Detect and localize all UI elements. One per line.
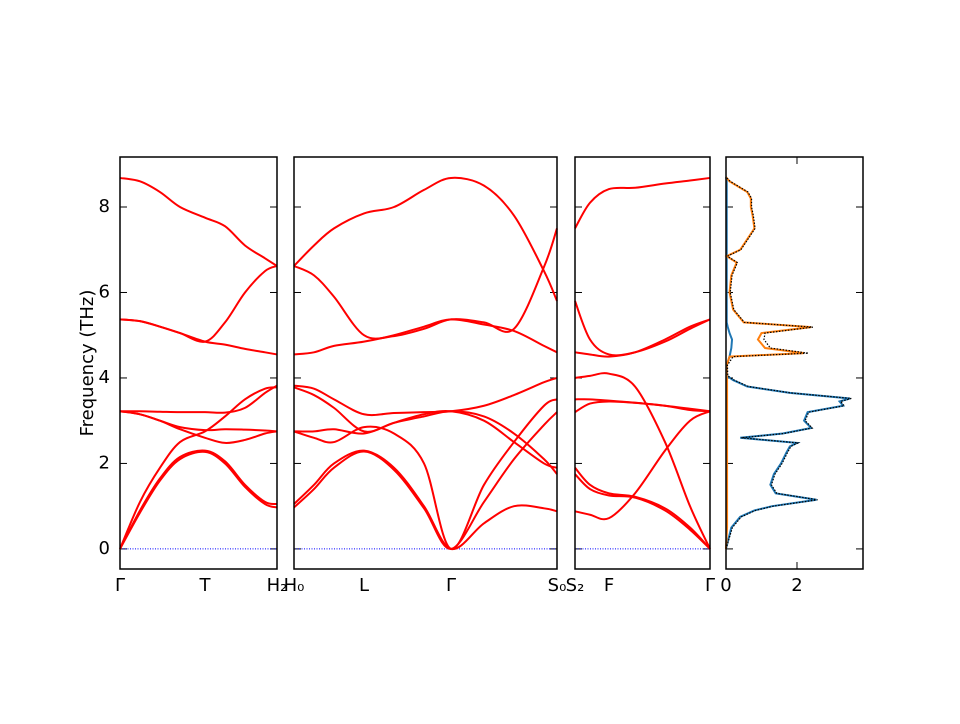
axes-frame: [119, 156, 278, 570]
y-tick-label: 6: [99, 281, 110, 302]
y-tick-label: 8: [99, 196, 110, 217]
x-tick-label: S₀: [548, 575, 567, 596]
band-line: [574, 372, 711, 550]
y-axis-label: Frequency (THz): [77, 290, 98, 437]
band-line: [293, 411, 558, 550]
band-line: [119, 410, 278, 433]
axes-frame: [293, 156, 558, 570]
x-tick-label: Γ: [446, 575, 456, 596]
x-tick-label: S₂: [566, 575, 585, 596]
y-tick-label: 2: [99, 452, 110, 473]
x-tick-label: H₀: [284, 575, 305, 596]
band-line: [119, 384, 278, 414]
x-tick-label: H₂: [267, 575, 288, 596]
dos-line: [724, 176, 812, 549]
band-line: [574, 467, 711, 550]
dos-line: [725, 176, 852, 550]
x-tick-label: Γ: [115, 575, 125, 596]
y-tick-label: 4: [99, 367, 110, 388]
band-line: [574, 400, 711, 414]
band-line: [293, 318, 558, 356]
x-tick-label: T: [199, 575, 212, 596]
band-line: [293, 398, 558, 550]
band-line: [574, 473, 711, 550]
dos-line: [725, 176, 851, 550]
band-line: [574, 300, 711, 357]
band-line: [293, 176, 558, 302]
band-line: [293, 386, 558, 475]
axes-frame: [725, 156, 864, 570]
band-line: [574, 176, 711, 229]
x-tick-label: F: [604, 575, 614, 596]
axes-frame: [574, 156, 711, 570]
band-line: [293, 410, 558, 469]
band-line: [119, 386, 278, 550]
y-tick-label: 0: [99, 538, 110, 559]
band-line: [574, 318, 711, 358]
band-line: [119, 449, 278, 550]
band-line: [119, 176, 278, 267]
band-line: [119, 450, 278, 550]
x-tick-label: 0: [720, 575, 731, 596]
x-tick-label: 2: [791, 575, 802, 596]
band-line: [574, 410, 711, 521]
band-line: [293, 449, 558, 550]
band-line: [119, 318, 278, 356]
x-tick-label: Γ: [705, 575, 715, 596]
x-tick-label: L: [359, 575, 369, 596]
band-line: [293, 377, 558, 417]
band-line: [293, 228, 558, 340]
band-line: [119, 265, 278, 343]
